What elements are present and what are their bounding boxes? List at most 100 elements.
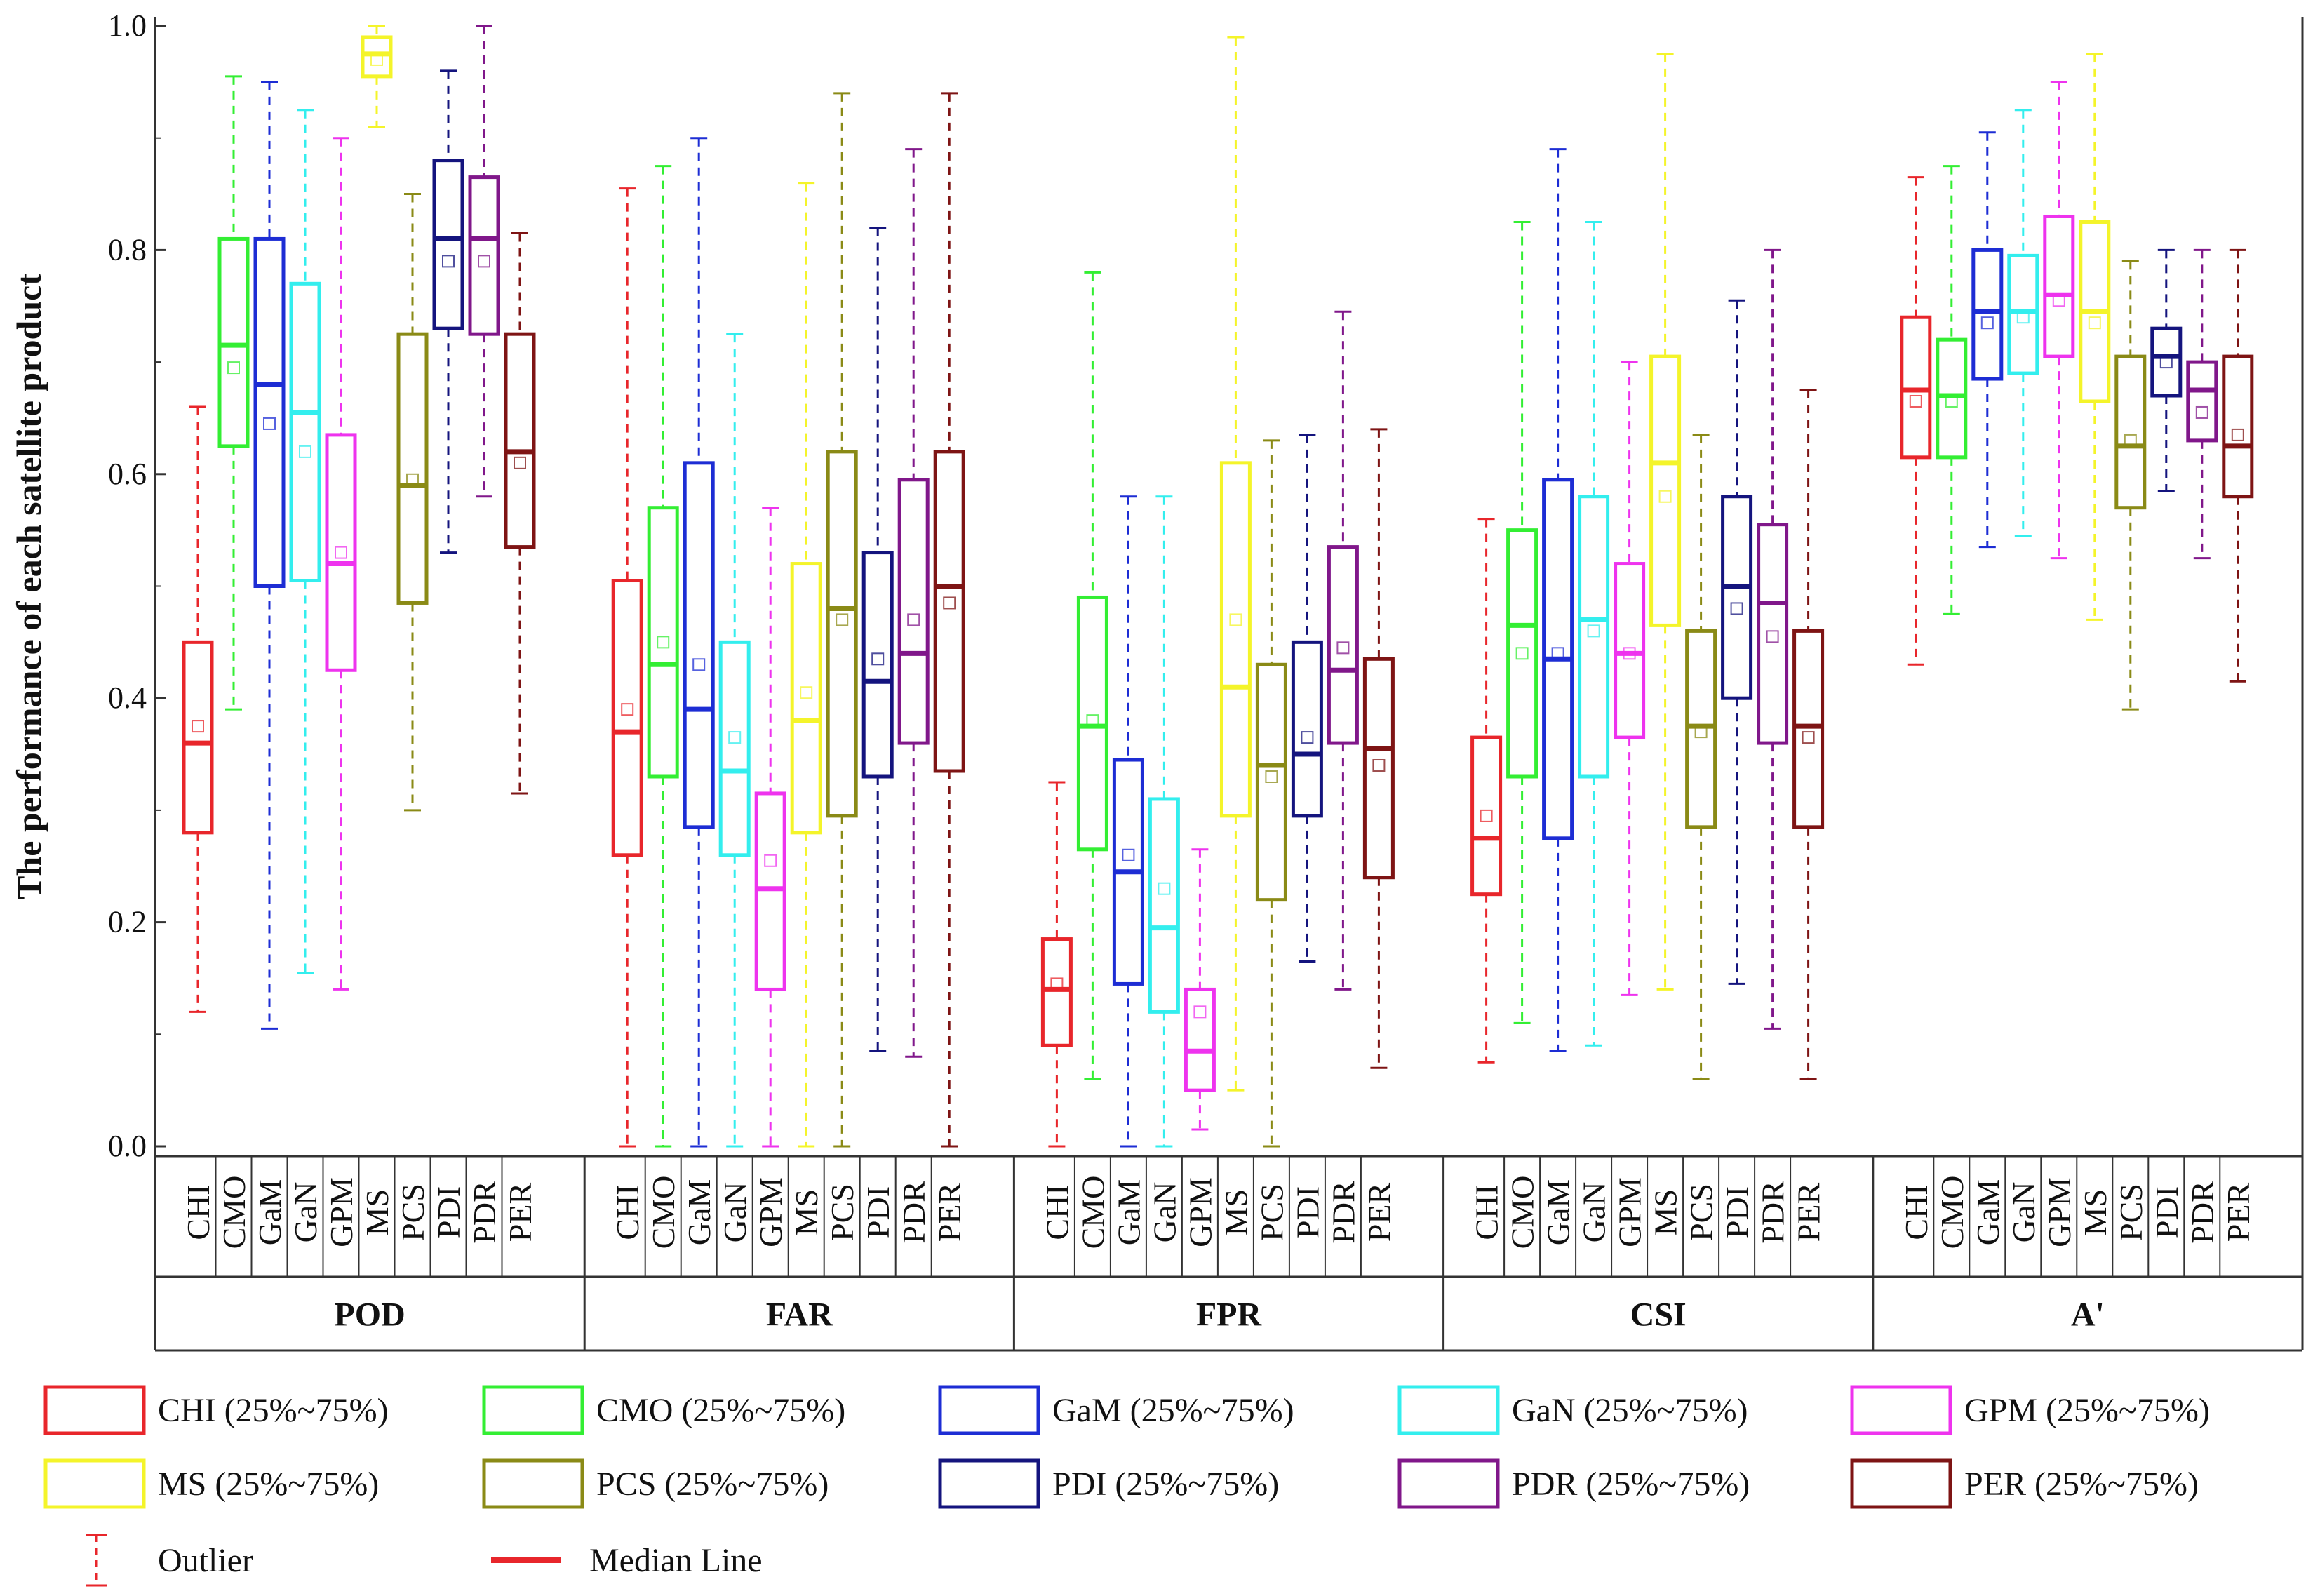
legend-label: PER (25%~75%) bbox=[1964, 1466, 2199, 1503]
iqr-box bbox=[217, 236, 250, 448]
y-tick-label: 1.0 bbox=[108, 8, 147, 43]
iqr-box bbox=[432, 159, 464, 330]
legend-median: Median Line bbox=[491, 1542, 763, 1579]
category-label-per: PER bbox=[502, 1183, 538, 1242]
mean-marker bbox=[1730, 602, 1743, 615]
metric-label-csi: CSI bbox=[1630, 1296, 1687, 1334]
box-far-gpm bbox=[754, 507, 786, 1148]
category-label-pdi: PDI bbox=[860, 1186, 896, 1238]
box-ap-ms bbox=[2079, 53, 2111, 621]
box-pod-ms bbox=[361, 25, 393, 128]
legend-label: PDI (25%~75%) bbox=[1052, 1466, 1279, 1503]
mean-marker bbox=[657, 636, 670, 649]
legend-swatch bbox=[938, 1458, 1040, 1509]
mean-marker bbox=[227, 361, 240, 375]
mean-marker bbox=[943, 596, 956, 610]
iqr-box bbox=[861, 551, 894, 779]
category-label-chi: CHI bbox=[1039, 1184, 1075, 1240]
iqr-box bbox=[1936, 337, 1968, 460]
box-csi-gam bbox=[1542, 148, 1574, 1052]
y-tick-label: 0.2 bbox=[108, 905, 147, 939]
iqr-box bbox=[1255, 662, 1287, 902]
category-label-gpm: GPM bbox=[1182, 1177, 1218, 1247]
mean-marker bbox=[1122, 848, 1135, 861]
box-csi-gpm bbox=[1614, 361, 1646, 996]
category-label-gan: GaN bbox=[1576, 1182, 1612, 1243]
category-label-ms: MS bbox=[1218, 1189, 1254, 1235]
iqr-box bbox=[1578, 495, 1610, 779]
category-label-gan: GaN bbox=[2006, 1182, 2042, 1243]
legend-swatch bbox=[1850, 1458, 1952, 1509]
box-ap-cmo bbox=[1936, 165, 1968, 615]
axes: 0.0 0.2 0.4 0.6 0.8 1.0 The performance of eac… bbox=[9, 8, 2304, 1352]
category-label-gan: GaN bbox=[717, 1182, 753, 1243]
iqr-box bbox=[1040, 937, 1073, 1047]
legend-item-gpm: GPM (25%~75%) bbox=[1850, 1385, 2210, 1435]
box-ap-per bbox=[2222, 248, 2254, 683]
box-pod-cmo bbox=[217, 75, 250, 711]
iqr-box bbox=[2043, 214, 2075, 358]
category-label-pdr: PDR bbox=[1325, 1181, 1361, 1244]
mean-marker bbox=[2159, 356, 2173, 369]
iqr-box bbox=[1757, 523, 1789, 745]
mean-marker bbox=[2016, 311, 2030, 324]
box-pod-pcs bbox=[396, 193, 429, 812]
category-label-pcs: PCS bbox=[2113, 1183, 2149, 1241]
legend-label: CHI (25%~75%) bbox=[158, 1392, 389, 1429]
mean-marker bbox=[1265, 770, 1278, 783]
iqr-box bbox=[1614, 562, 1646, 739]
category-label-per: PER bbox=[2220, 1183, 2256, 1242]
legend-item-cmo: CMO (25%~75%) bbox=[482, 1385, 845, 1435]
metric-label-ap: A' bbox=[2071, 1296, 2105, 1334]
legend-item-pdr: PDR (25%~75%) bbox=[1397, 1458, 1750, 1509]
legend-swatch bbox=[1850, 1385, 1952, 1435]
box-ap-chi bbox=[1900, 176, 1932, 666]
category-label-cmo: CMO bbox=[1075, 1176, 1111, 1249]
iqr-box bbox=[2186, 360, 2218, 443]
mean-marker bbox=[2052, 294, 2065, 307]
iqr-box bbox=[611, 579, 643, 857]
y-axis-label: The performance of each satellite produc… bbox=[9, 274, 48, 899]
legend-label: PDR (25%~75%) bbox=[1512, 1466, 1750, 1503]
y-tick-label: 0.6 bbox=[108, 457, 147, 491]
iqr-box bbox=[1792, 629, 1825, 829]
legend: CHI (25%~75%) CMO (25%~75%) GaM (25%~75%) G… bbox=[43, 1385, 2210, 1587]
category-label-cmo: CMO bbox=[1934, 1176, 1970, 1249]
box-far-gan bbox=[718, 333, 751, 1148]
box-ap-pdi bbox=[2150, 248, 2183, 492]
category-label-pcs: PCS bbox=[395, 1183, 431, 1241]
box-fpr-cmo bbox=[1076, 271, 1108, 1080]
box-pod-per bbox=[504, 232, 536, 795]
legend-swatch bbox=[43, 1385, 146, 1435]
mean-marker bbox=[2088, 316, 2101, 330]
category-label-per: PER bbox=[1791, 1183, 1827, 1242]
iqr-box bbox=[790, 562, 822, 835]
mean-marker bbox=[1658, 490, 1672, 503]
iqr-box bbox=[2007, 253, 2039, 375]
box-pod-gpm bbox=[325, 137, 357, 991]
category-label-gpm: GPM bbox=[2042, 1177, 2077, 1247]
category-label-pdr: PDR bbox=[896, 1181, 932, 1244]
mean-marker bbox=[1694, 725, 1708, 739]
iqr-box bbox=[1470, 735, 1503, 897]
category-label-gan: GaN bbox=[288, 1182, 323, 1243]
mean-marker bbox=[1158, 882, 1171, 895]
box-ap-gan bbox=[2007, 109, 2039, 537]
iqr-box bbox=[468, 175, 500, 336]
iqr-box bbox=[504, 332, 536, 549]
mean-marker bbox=[1623, 647, 1636, 660]
mean-marker bbox=[907, 613, 920, 626]
box-csi-gan bbox=[1578, 220, 1610, 1047]
mean-marker bbox=[370, 53, 383, 66]
box-csi-pcs bbox=[1685, 434, 1717, 1080]
iqr-box bbox=[2150, 326, 2183, 398]
category-label-ms: MS bbox=[789, 1189, 824, 1235]
category-label-pdr: PDR bbox=[2185, 1181, 2220, 1244]
category-label-cmo: CMO bbox=[645, 1176, 681, 1249]
iqr-box bbox=[1721, 495, 1753, 700]
box-fpr-gam bbox=[1112, 495, 1144, 1148]
mean-marker bbox=[1336, 641, 1350, 655]
metric-label-fpr: FPR bbox=[1196, 1296, 1263, 1334]
mean-marker bbox=[1945, 394, 1958, 408]
